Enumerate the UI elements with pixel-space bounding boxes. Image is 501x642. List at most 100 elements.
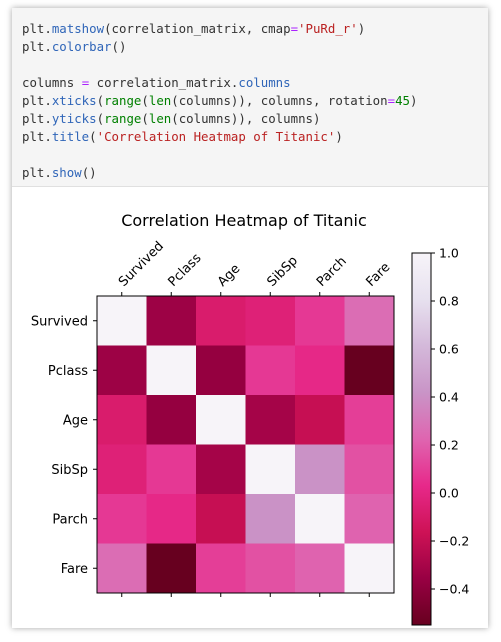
heatmap-frame [96,295,395,594]
heatmap-cell-survived-sibsp [245,296,296,346]
code-token: yticks [51,111,97,126]
code-token: correlation_matrix. [89,75,239,90]
code-token: () [111,39,127,54]
colorbar-tick-label: 0.6 [439,342,459,357]
heatmap-cell-fare-pclass [146,543,197,594]
code-line: plt.colorbar() [22,39,126,54]
code-token: plt. [22,165,52,180]
heatmap-cell-age-pclass [146,395,197,445]
code-token: (columns)), columns) [171,111,321,126]
heatmap-cell-pclass-sibsp [245,345,296,396]
correlation-heatmap-chart: Correlation Heatmap of Titanic SurvivedP… [31,211,469,626]
heatmap-cell-age-survived [97,395,147,445]
chart-title: Correlation Heatmap of Titanic [121,211,367,230]
code-token: (columns)), columns, rotation [171,93,388,108]
code-line: plt.title('Correlation Heatmap of Titani… [22,129,343,144]
heatmap-cell-sibsp-age [196,444,246,495]
x-tick-label: Parch [314,254,350,290]
heatmap-cell-fare-parch [295,543,345,594]
code-token: len [148,111,172,126]
colorbar [411,252,432,626]
code-token: () [81,165,97,180]
x-tick-label: SibSp [264,253,301,290]
code-line: columns = correlation_matrix.columns [22,75,291,90]
code-token: ( [141,111,149,126]
code-token: plt. [22,21,52,36]
heatmap-cell-sibsp-survived [97,444,147,495]
code-line: plt.show() [22,165,97,180]
colorbar-tick-label: 0.8 [439,294,459,309]
code-token: = [387,93,396,108]
code-token: 'Correlation Heatmap of Titanic' [96,129,336,144]
heatmap-cell-parch-fare [344,494,395,544]
y-tick-label: Fare [61,562,88,577]
code-token: plt. [22,129,52,144]
code-cell[interactable]: plt.matshow(correlation_matrix, cmap='Pu… [12,8,488,187]
code-editor[interactable]: plt.matshow(correlation_matrix, cmap='Pu… [12,8,488,194]
heatmap-cell-fare-survived [97,543,147,594]
code-token: colorbar [51,39,112,54]
x-tick-label: Age [215,261,243,289]
heatmap-cell-pclass-fare [344,345,395,396]
code-token: ( [96,93,105,108]
code-token: 'PuRd_r' [298,21,358,36]
heatmap-cell-fare-sibsp [245,543,296,594]
colorbar-tick-label: 0.0 [439,486,459,501]
code-token: title [51,129,90,144]
x-tick-label: Survived [116,239,167,290]
code-token: ( [141,93,149,108]
heatmap-cell-pclass-age [196,345,246,396]
heatmap-cell-fare-fare [344,543,395,594]
code-token: ) [357,21,366,36]
y-tick-label: Age [63,413,88,428]
code-token: range [104,93,142,108]
code-token: columns [22,75,82,90]
heatmap-cell-age-age [196,395,246,445]
code-token: columns [238,75,291,90]
y-tick-label: Pclass [48,364,88,379]
x-tick-label: Pclass [165,251,204,290]
code-token: ) [335,129,343,144]
heatmap-cell-sibsp-parch [295,444,345,495]
code-token: len [148,93,172,108]
code-token: matshow [51,21,105,36]
code-token: = [81,75,90,90]
y-tick-label: SibSp [51,463,88,478]
y-tick-label: Survived [31,314,88,329]
code-token: plt. [22,111,52,126]
heatmap-cell-sibsp-pclass [146,444,197,495]
code-token: plt. [22,39,52,54]
colorbar-tick-label: 0.2 [439,438,459,453]
heatmap-cell-age-fare [344,395,395,445]
code-token: plt. [22,93,52,108]
code-token: ( [89,129,97,144]
code-token: range [104,111,142,126]
heatmap-cell-parch-sibsp [245,494,296,544]
code-line: plt.matshow(correlation_matrix, cmap='Pu… [22,21,365,36]
heatmap-cell-parch-age [196,494,246,544]
heatmap-cell-pclass-survived [97,345,147,396]
heatmap-cell-sibsp-fare [344,444,395,495]
heatmap-cell-pclass-parch [295,345,345,396]
colorbar-tick-label: −0.2 [439,534,469,549]
heatmap-cell-survived-fare [344,296,395,346]
colorbar-tick-label: 1.0 [439,246,459,261]
heatmap-cell-sibsp-sibsp [245,444,296,495]
heatmap-cell-survived-age [196,296,246,346]
heatmap-cell-fare-age [196,543,246,594]
code-token: 45 [395,93,410,108]
heatmap-cell-parch-parch [295,494,345,544]
code-token: = [290,21,299,36]
code-token: show [51,165,82,180]
heatmap-cell-parch-survived [97,494,147,544]
code-token: xticks [51,93,97,108]
code-token: ( [96,111,105,126]
heatmap-cell-pclass-pclass [146,345,197,396]
heatmap-cell-age-parch [295,395,345,445]
code-token: (correlation_matrix, cmap [104,21,291,36]
code-line: plt.yticks(range(len(columns)), columns) [22,111,320,126]
x-tick-label: Fare [363,260,393,290]
code-token: ) [409,93,418,108]
y-tick-label: Parch [52,512,88,527]
code-line: plt.xticks(range(len(columns)), columns,… [22,93,417,108]
